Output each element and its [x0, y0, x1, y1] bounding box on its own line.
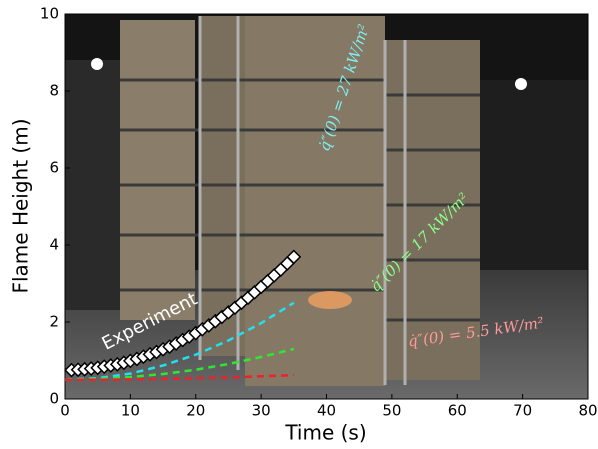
y-tick-label: 10 — [40, 5, 59, 23]
x-axis-label: Time (s) — [284, 421, 366, 445]
x-tick-label: 20 — [186, 402, 205, 420]
x-tick-label: 10 — [121, 402, 140, 420]
y-tick-label: 4 — [49, 236, 59, 254]
y-axis-label: Flame Height (m) — [9, 118, 33, 293]
x-tick-label: 30 — [252, 402, 271, 420]
y-tick-label: 8 — [49, 82, 59, 100]
y-tick-label: 2 — [49, 313, 59, 331]
x-tick-label: 50 — [382, 402, 401, 420]
background-photo — [65, 14, 588, 399]
x-tick-label: 80 — [578, 402, 597, 420]
experiment-marker — [286, 249, 302, 265]
model-line — [65, 373, 294, 381]
y-tick-label: 0 — [49, 390, 59, 408]
x-tick-label: 60 — [448, 402, 467, 420]
x-tick-label: 70 — [513, 402, 532, 420]
y-tick-label: 6 — [49, 159, 59, 177]
x-tick-label: 0 — [60, 402, 70, 420]
x-tick-label: 40 — [317, 402, 336, 420]
